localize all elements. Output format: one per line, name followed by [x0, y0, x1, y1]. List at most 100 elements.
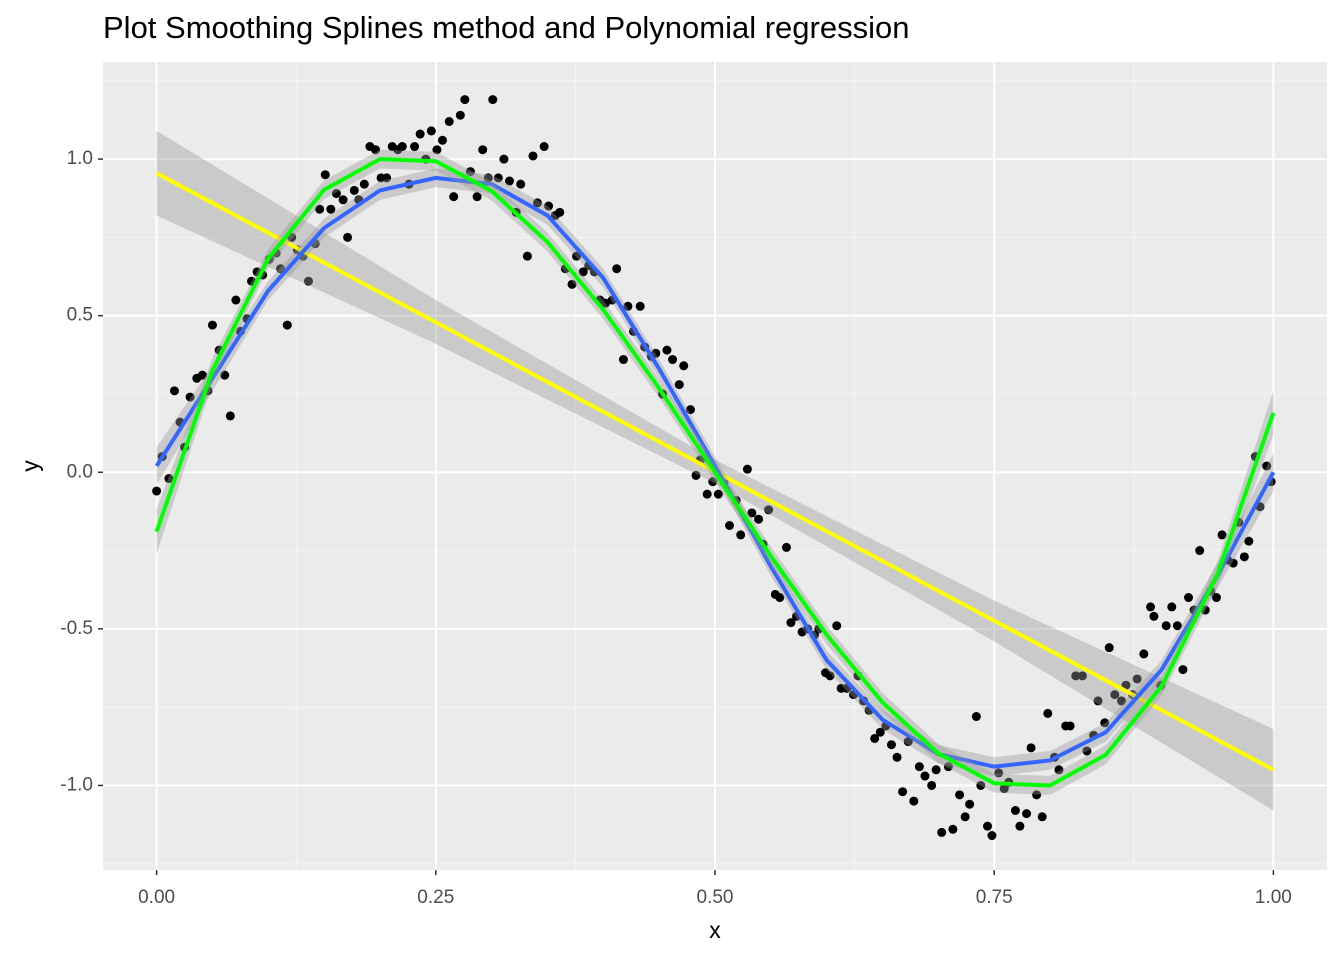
point: [1010, 805, 1020, 815]
point: [1228, 558, 1238, 568]
point: [943, 762, 953, 772]
point: [1077, 671, 1087, 681]
point: [185, 392, 195, 402]
point: [725, 521, 735, 531]
point: [343, 232, 353, 242]
point: [516, 179, 526, 189]
point: [225, 411, 235, 421]
point: [544, 201, 554, 211]
point: [691, 470, 701, 480]
point: [1244, 536, 1254, 546]
point: [483, 173, 493, 183]
y-tick-label: -1.0: [60, 774, 93, 795]
point: [1178, 665, 1188, 675]
point: [349, 185, 359, 195]
x-axis-title: x: [709, 917, 721, 943]
point: [651, 348, 661, 358]
point: [668, 355, 678, 365]
point: [578, 267, 588, 277]
x-tick-label: 0.25: [417, 887, 454, 908]
point: [764, 505, 774, 515]
point: [315, 204, 325, 214]
point: [326, 204, 336, 214]
x-tick-label: 0.50: [697, 887, 734, 908]
point: [674, 380, 684, 390]
point: [1117, 696, 1127, 706]
point: [338, 195, 348, 205]
point: [303, 276, 313, 286]
point: [169, 386, 179, 396]
point: [786, 618, 796, 628]
point: [449, 192, 459, 202]
point: [1200, 605, 1210, 615]
chart-title: Plot Smoothing Splines method and Polyno…: [103, 10, 909, 45]
x-tick-label: 0.00: [138, 887, 175, 908]
point: [1139, 649, 1149, 659]
point: [1093, 696, 1103, 706]
point: [1149, 611, 1159, 621]
point: [898, 787, 908, 797]
point: [948, 824, 958, 834]
y-tick-label: 1.0: [67, 148, 93, 169]
point: [1104, 643, 1114, 653]
point: [927, 780, 937, 790]
point: [870, 733, 880, 743]
point: [976, 780, 986, 790]
point: [982, 821, 992, 831]
point: [164, 474, 174, 484]
point: [444, 117, 454, 127]
point: [708, 477, 718, 487]
point: [478, 145, 488, 155]
point: [415, 129, 425, 139]
point: [1015, 821, 1025, 831]
point: [197, 370, 207, 380]
point: [231, 295, 241, 305]
point: [903, 737, 913, 747]
point: [1100, 718, 1110, 728]
point: [892, 752, 902, 762]
point: [465, 167, 475, 177]
point: [493, 173, 503, 183]
point: [331, 189, 341, 199]
point: [1026, 743, 1036, 753]
fit-line: [154, 175, 1276, 769]
point: [320, 170, 330, 180]
point: [713, 489, 723, 499]
point: [359, 179, 369, 189]
point: [635, 301, 645, 311]
point: [1211, 593, 1221, 603]
point: [220, 370, 230, 380]
point: [937, 827, 947, 837]
y-tick-label: 0.0: [67, 461, 93, 482]
point: [152, 486, 162, 496]
point: [1132, 674, 1142, 684]
point: [455, 110, 465, 120]
point: [572, 251, 582, 261]
point: [539, 142, 549, 152]
point: [1065, 721, 1075, 731]
point: [1161, 621, 1171, 631]
point: [679, 361, 689, 371]
point: [532, 198, 542, 208]
point: [1054, 765, 1064, 775]
point: [909, 796, 919, 806]
point: [370, 145, 380, 155]
x-tick-label: 0.75: [976, 887, 1013, 908]
point: [528, 151, 538, 161]
point: [702, 489, 712, 499]
point: [1217, 530, 1227, 540]
point: [1082, 746, 1092, 756]
fit-line: [154, 157, 1276, 788]
point: [875, 727, 885, 737]
point: [931, 765, 941, 775]
point: [960, 812, 970, 822]
point: [460, 95, 470, 105]
point: [1110, 690, 1120, 700]
point: [971, 712, 981, 722]
point: [522, 251, 532, 261]
point: [955, 790, 965, 800]
point: [207, 320, 217, 330]
point: [382, 173, 392, 183]
point: [1121, 680, 1131, 690]
